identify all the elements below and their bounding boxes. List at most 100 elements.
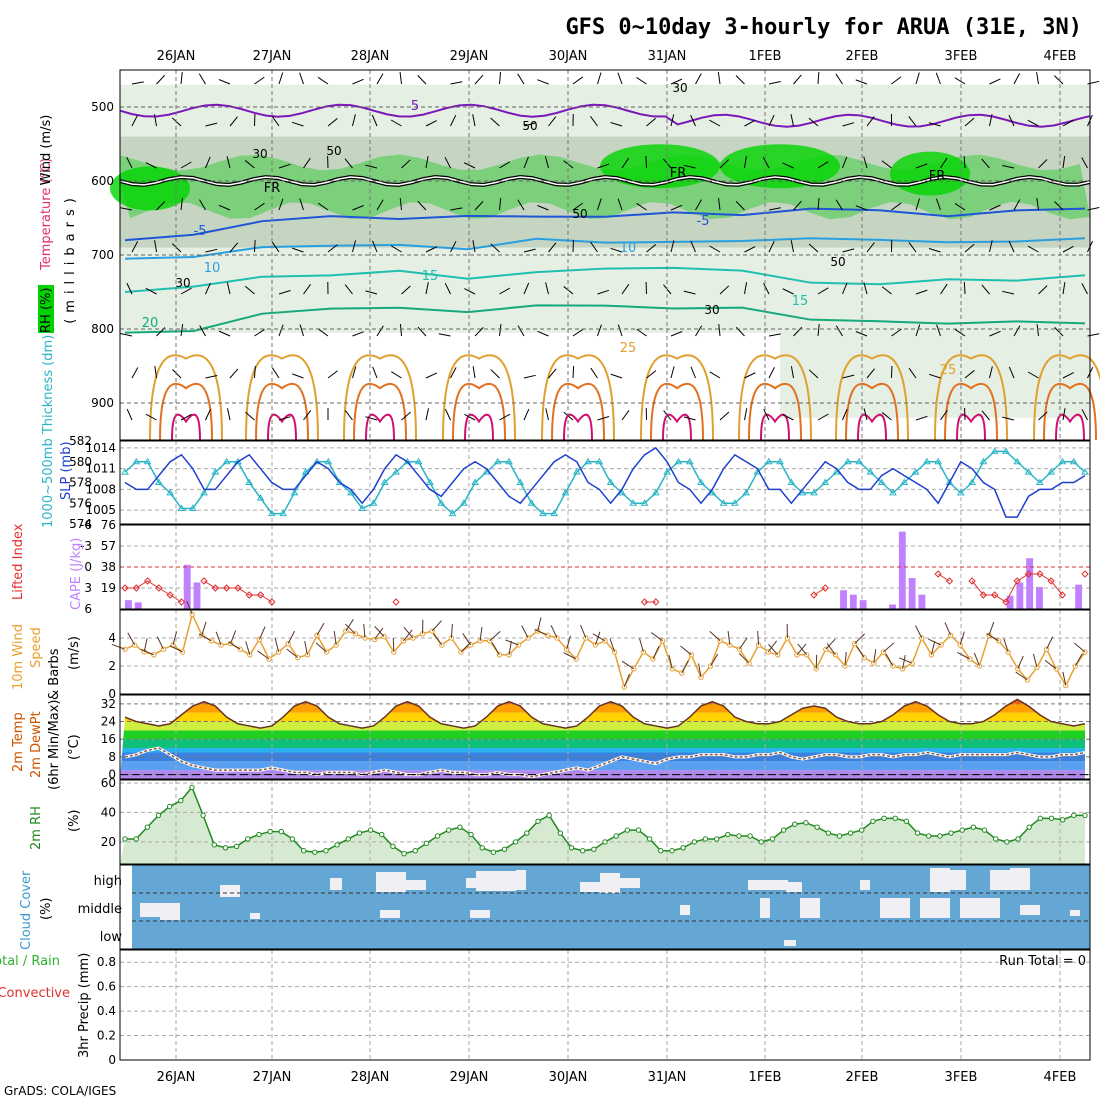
wind-barb: [474, 74, 484, 85]
temp-band: [120, 712, 1085, 722]
wind-barb: [1008, 366, 1015, 379]
wind-barb: [989, 240, 993, 253]
data-point: [1058, 457, 1067, 465]
wind-barb: [790, 114, 794, 127]
left-tick: 0: [108, 1053, 116, 1067]
isotherm--5: [124, 207, 1086, 242]
wind-barb: [303, 157, 311, 169]
wind-barb: [450, 81, 463, 85]
wind-barb: [344, 158, 353, 169]
date-label-top: 2FEB: [846, 49, 879, 64]
wind-barb: [1036, 198, 1039, 211]
contour-label: 50: [830, 255, 845, 269]
wind-barb: [537, 79, 549, 85]
warm-arch: [255, 382, 309, 441]
precip-axis-label: 3hr Precip (mm): [77, 953, 92, 1058]
wind-barb: [401, 411, 411, 421]
data-point: [459, 499, 468, 506]
wind-barb: [1017, 655, 1024, 669]
wind-barb: [1032, 653, 1038, 668]
wind-barb: [646, 117, 657, 127]
wind-barb: [989, 366, 993, 379]
wind-barb: [432, 633, 443, 646]
cloud-block: [330, 878, 342, 890]
wind-barb: [842, 282, 848, 295]
left-tick: 576: [69, 496, 92, 510]
wind-barb: [156, 201, 166, 211]
wind-barb: [391, 371, 402, 379]
wind-barb: [278, 198, 284, 211]
wind-barb: [915, 289, 928, 295]
wind-barb: [172, 631, 178, 646]
data-point: [877, 478, 886, 485]
cloud-block: [920, 898, 950, 918]
wind-barb: [333, 631, 337, 646]
data-point: [301, 468, 310, 475]
date-label-bottom: 30JAN: [549, 1070, 588, 1085]
cape-bar: [898, 531, 906, 609]
left-tick: 8: [108, 750, 116, 764]
contour-label: 10: [620, 241, 637, 256]
wind-barb: [245, 641, 251, 655]
wind-barb: [835, 325, 843, 337]
data-point: [557, 830, 564, 836]
wind-barb: [186, 601, 193, 615]
li-point: [392, 598, 400, 606]
wind-barb: [863, 156, 868, 169]
wind-barb: [863, 408, 868, 421]
wind-barb: [537, 330, 549, 337]
data-point: [256, 636, 263, 643]
data-point: [847, 830, 854, 836]
data-point: [959, 827, 965, 833]
contour-label: 30: [175, 276, 190, 290]
wind-barb: [1013, 199, 1021, 211]
wind-barb: [171, 117, 182, 127]
li-point: [821, 584, 829, 592]
data-point: [691, 839, 698, 845]
contour-label: -5: [194, 224, 207, 239]
wind-barb: [793, 200, 802, 211]
wind-barb: [710, 653, 719, 667]
wind-barb: [935, 72, 941, 85]
wind-barb: [278, 72, 284, 85]
cape-bar: [1036, 586, 1043, 609]
data-point: [300, 848, 307, 854]
data-point: [222, 457, 231, 465]
wind-barb: [523, 282, 530, 295]
panel-frame: [119, 864, 1091, 950]
right-tick: 1008: [85, 482, 116, 496]
wind-barb: [768, 114, 775, 127]
data-point: [926, 833, 932, 839]
data-point: [390, 843, 396, 850]
data-point: [144, 824, 151, 830]
wind-barb: [523, 156, 529, 169]
wind-barb: [744, 372, 756, 379]
wind-barb: [959, 631, 965, 646]
data-point: [334, 842, 340, 848]
wind-barb: [763, 408, 770, 421]
left-tick: 16: [101, 732, 116, 746]
date-label-bottom: 4FEB: [1044, 1070, 1077, 1085]
data-point: [1035, 478, 1044, 485]
wind-barb: [902, 654, 906, 669]
wind-barb: [499, 287, 511, 295]
warm-arch: [835, 354, 909, 441]
warm-arch: [353, 382, 407, 441]
panel-frame: [119, 694, 1091, 780]
wind-barb: [156, 74, 166, 85]
left-tick: -3: [80, 539, 92, 553]
wind-barb: [808, 243, 819, 253]
panel-frame: [119, 440, 1091, 525]
panel-slp-thickness: 574 576 578 580 582 1005 1008 1011 1014 1000~500m…: [41, 335, 1091, 531]
wind-barb: [1036, 324, 1039, 337]
wind-barb: [989, 114, 993, 127]
rh-area: [120, 787, 1085, 864]
contour-label: 50: [572, 207, 587, 221]
warm-arch: [343, 354, 417, 441]
data-point: [758, 839, 764, 845]
wind-barb: [327, 118, 338, 127]
dry-region: [120, 332, 780, 440]
wind-barb: [768, 367, 775, 379]
wind-barb: [479, 626, 483, 641]
contour-label: -5: [697, 214, 710, 229]
